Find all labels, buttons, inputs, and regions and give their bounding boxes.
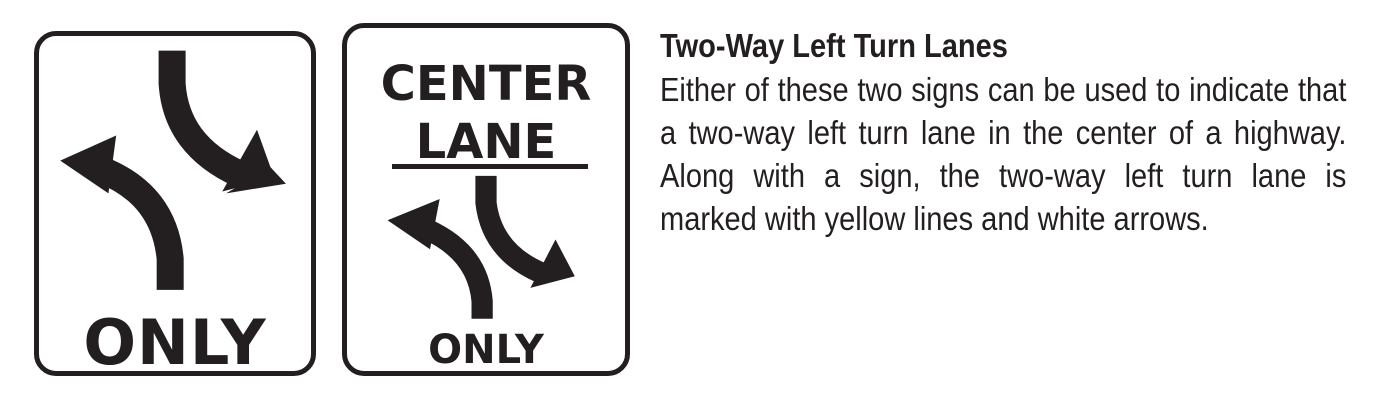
sign-only-label: ONLY xyxy=(428,327,544,373)
sign-divider xyxy=(392,164,588,169)
two-way-left-turn-arrows-icon xyxy=(60,50,286,290)
sign-center-label: CENTER xyxy=(380,56,592,112)
sign-lane-label: LANE xyxy=(415,114,557,170)
two-way-left-turn-only-sign: ONLY xyxy=(34,31,316,376)
section-heading: Two-Way Left Turn Lanes xyxy=(660,27,1008,64)
two-way-left-turn-arrows-icon xyxy=(387,175,575,319)
sign-only-label: ONLY xyxy=(83,306,267,379)
center-lane-only-sign: CENTER LANE ONLY xyxy=(342,23,630,376)
description-block: Two-Way Left Turn Lanes Either of these … xyxy=(660,24,1348,240)
section-body-text: Either of these two signs can be used to… xyxy=(660,71,1347,237)
